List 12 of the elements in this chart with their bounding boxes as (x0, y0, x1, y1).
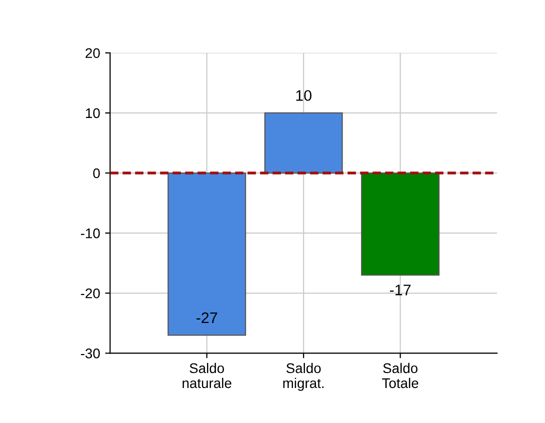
y-tick-label: -10 (80, 228, 100, 238)
data-label: -17 (390, 284, 411, 296)
y-tick-label: 20 (86, 48, 100, 58)
y-tick-label: 10 (86, 108, 100, 118)
x-tick-label: Saldo migrat. (283, 362, 324, 391)
data-label: 10 (296, 90, 312, 101)
data-label: -27 (196, 312, 218, 324)
x-tick-label: Saldo naturale (182, 362, 232, 388)
y-tick-label: -20 (80, 288, 100, 298)
x-tick-label: Saldo Totale (382, 362, 418, 388)
y-tick-label: 0 (93, 168, 100, 178)
y-tick-label: -30 (80, 348, 100, 358)
